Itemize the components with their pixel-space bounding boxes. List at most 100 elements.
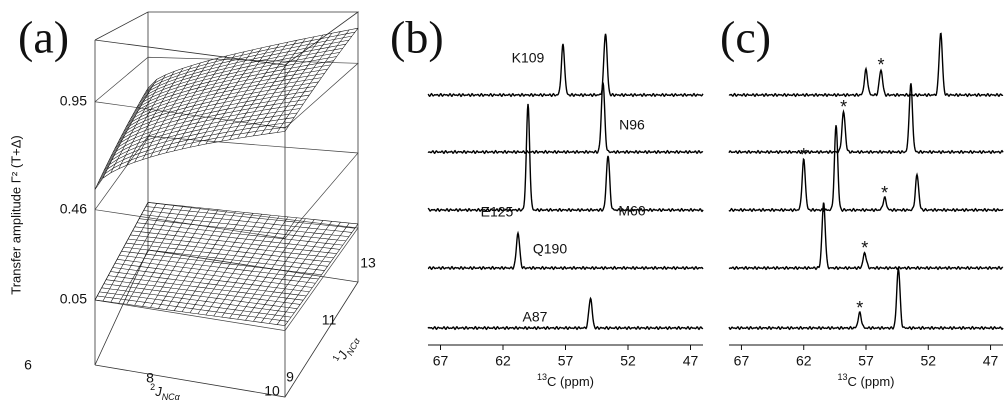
axis-label-sup: 2 [150, 382, 155, 392]
baseline [849, 149, 905, 155]
floor-surface-line [221, 216, 289, 318]
baseline [427, 265, 512, 271]
floor-surface-line [268, 222, 341, 324]
box-edge [94, 249, 359, 398]
top-surface-line [94, 131, 286, 190]
panel-label: (c) [720, 12, 771, 63]
x-tick-label: 67 [433, 353, 449, 369]
depth-tick-label: 11 [322, 312, 337, 328]
peak [903, 83, 918, 154]
z-tick-label: 0.95 [60, 92, 87, 108]
peak [877, 196, 893, 212]
y-axis-label: Transfer amplitude Γ² (T+Δ) [8, 135, 23, 295]
baseline [842, 207, 878, 213]
floor-surface-line [261, 221, 332, 323]
peak-label: A87 [523, 309, 548, 325]
peak [835, 109, 851, 154]
top-surface-line [145, 31, 356, 93]
baseline [923, 207, 1004, 213]
baseline [728, 207, 797, 213]
floor-surface-line [145, 206, 355, 229]
top-surface-line [96, 126, 289, 185]
top-surface-line [138, 43, 346, 104]
level-line [94, 135, 359, 239]
floor-surface-line [136, 222, 343, 246]
baseline [810, 207, 830, 213]
baseline [427, 207, 522, 213]
x-tick-label: 57 [558, 353, 574, 369]
peak [851, 311, 867, 330]
box-edge [94, 11, 360, 66]
x-tick-label: 47 [683, 353, 699, 369]
peak-label: Q190 [533, 241, 567, 257]
baseline [830, 265, 859, 271]
baseline [611, 92, 704, 98]
peak [600, 155, 615, 212]
floor-surface-line [123, 246, 325, 271]
x-tick-label: 67 [734, 353, 750, 369]
baseline [427, 92, 557, 98]
axis-label: 1JNCα [331, 331, 363, 367]
level-line [94, 56, 359, 129]
baseline [916, 149, 1004, 155]
axis-label: 2JNCα [150, 382, 181, 401]
axis-label-sup: 13 [537, 372, 547, 382]
axis-label-sup: 1 [331, 354, 342, 363]
floor-surface-line [253, 220, 324, 322]
peak-label: K109 [512, 50, 545, 66]
x-tick-label: 62 [495, 353, 511, 369]
baseline [866, 325, 892, 331]
floor-surface-line [128, 238, 331, 263]
peak [595, 82, 611, 154]
peak-label: E125 [481, 204, 514, 220]
peak [520, 103, 535, 212]
axis-label: 13C (ppm) [537, 372, 594, 389]
axis-label-main: C (ppm) [547, 374, 594, 389]
peak [796, 157, 812, 212]
top-surface [94, 27, 359, 190]
axis-label-main: J [154, 384, 162, 399]
baseline [728, 265, 817, 271]
axis-label-main: C (ppm) [848, 374, 895, 389]
x-tick-label: 62 [796, 353, 812, 369]
floor-surface-line [229, 217, 297, 319]
baseline [946, 92, 1004, 98]
x-tick-label: 8 [146, 370, 154, 386]
panel-label: (b) [390, 12, 444, 63]
baseline [534, 207, 602, 213]
x-tick-label: 6 [24, 357, 32, 373]
peak-label: M60 [618, 203, 645, 219]
x-tick-label: 10 [264, 383, 280, 399]
x-tick-label: 57 [858, 353, 874, 369]
baseline [728, 149, 837, 155]
baseline [523, 265, 704, 271]
peak [555, 43, 571, 96]
baseline [890, 207, 911, 212]
peak [933, 32, 948, 97]
floor-surface-line [141, 214, 349, 237]
peak [858, 66, 873, 96]
x-tick-label: 47 [983, 353, 999, 369]
z-tick-label: 0.46 [60, 200, 87, 216]
floor-surface-line [130, 234, 334, 259]
x-tick-label: 52 [620, 353, 636, 369]
baseline [728, 92, 860, 98]
baseline [427, 325, 584, 331]
top-surface-line [276, 29, 350, 133]
peak-marker: * [856, 298, 863, 318]
peak-marker: * [840, 97, 847, 117]
top-surface-line [147, 27, 359, 89]
top-surface-line [261, 33, 332, 135]
baseline [609, 149, 704, 155]
baseline [596, 325, 704, 331]
peak [815, 202, 831, 270]
floor-surface-line [143, 210, 352, 233]
axis-label: 13C (ppm) [838, 372, 895, 389]
floor-surface-line [125, 242, 328, 267]
floor-surface-line [197, 214, 262, 315]
depth-tick-label: 9 [286, 369, 294, 385]
floor-surface-line [132, 230, 337, 254]
floor-surface-line [237, 218, 306, 320]
top-surface-line [143, 35, 352, 96]
